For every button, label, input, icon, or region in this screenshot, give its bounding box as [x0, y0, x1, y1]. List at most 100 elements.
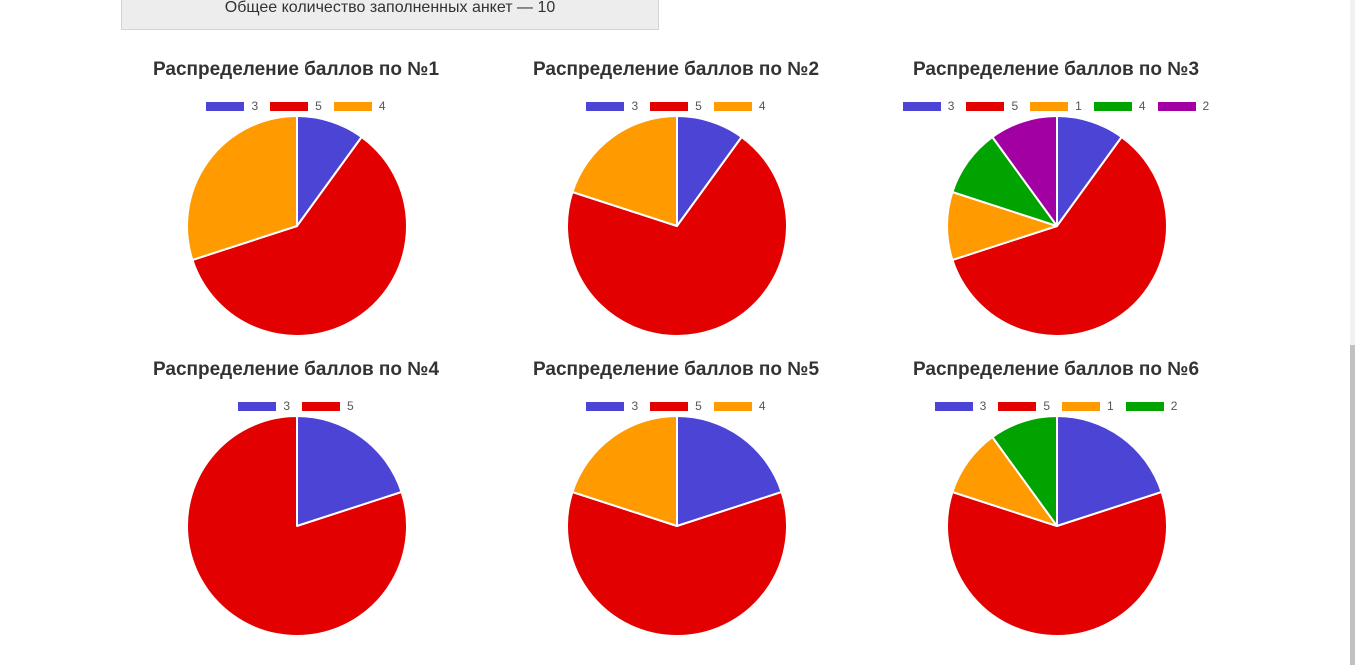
legend-label: 3 [631, 399, 639, 413]
pie-slice-5[interactable] [951, 136, 1168, 337]
pie-slice-5[interactable] [566, 136, 788, 337]
summary-text: Общее количество заполненных анкет — 10 [224, 0, 556, 16]
legend-label: 5 [1043, 399, 1050, 413]
chart-title: Распределение баллов по №3 [912, 59, 1200, 80]
legend-label: 4 [1138, 99, 1146, 113]
legend-swatch [1062, 401, 1100, 411]
legend-swatch [586, 101, 625, 111]
legend-label: 4 [758, 399, 766, 413]
legend-label: 5 [347, 399, 354, 413]
legend-swatch [966, 101, 1005, 111]
chart-legend: 3 5 1 2 [866, 399, 1246, 413]
legend-item[interactable]: 5 [998, 399, 1050, 413]
legend-item[interactable]: 3 [586, 99, 638, 113]
legend-swatch [270, 101, 309, 111]
chart-title: Распределение баллов по №1 [152, 59, 440, 80]
pie-slice-5[interactable] [186, 415, 408, 637]
pie [186, 115, 408, 337]
pie-chart-4: Распределение баллов по №4 3 5 [106, 359, 486, 659]
pie-slice-3[interactable] [676, 415, 783, 527]
pie-slice-5[interactable] [566, 491, 788, 637]
chart-legend: 3 5 4 [486, 399, 866, 413]
legend-label: 4 [758, 99, 766, 113]
legend-swatch [206, 101, 245, 111]
legend-label: 1 [1075, 99, 1082, 113]
legend-item[interactable]: 1 [1030, 99, 1082, 113]
legend-swatch [713, 101, 752, 111]
chart-legend: 3 5 4 [106, 99, 486, 113]
legend-item[interactable]: 5 [650, 99, 702, 113]
pie-slice-5[interactable] [191, 136, 408, 337]
pie-slice-2[interactable] [991, 115, 1058, 227]
legend-label: 3 [979, 399, 987, 413]
legend-item[interactable]: 4 [1093, 99, 1146, 113]
legend-item[interactable]: 3 [206, 99, 258, 113]
pie-slice-4[interactable] [571, 115, 678, 227]
legend-swatch [902, 101, 941, 111]
legend-swatch [934, 401, 973, 411]
legend-item[interactable]: 5 [270, 99, 322, 113]
legend-swatch [333, 101, 372, 111]
legend-item[interactable]: 4 [713, 99, 766, 113]
chart-legend: 3 5 1 4 2 [866, 99, 1246, 113]
legend-swatch [650, 401, 689, 411]
legend-label: 5 [695, 99, 702, 113]
legend-label: 3 [251, 99, 259, 113]
pie-slice-3[interactable] [1056, 415, 1163, 527]
legend-item[interactable]: 5 [650, 399, 702, 413]
chart-title: Распределение баллов по №5 [532, 359, 820, 380]
chart-title: Распределение баллов по №4 [152, 359, 440, 380]
legend-swatch [713, 401, 752, 411]
legend-swatch [586, 401, 625, 411]
chart-title: Распределение баллов по №2 [532, 59, 820, 80]
legend-item[interactable]: 3 [902, 99, 955, 113]
legend-label: 3 [631, 99, 639, 113]
pie-slice-4[interactable] [571, 415, 678, 527]
pie-chart-3: Распределение баллов по №3 3 5 1 4 2 [866, 59, 1246, 359]
legend-swatch [302, 401, 340, 411]
legend-item[interactable]: 2 [1157, 99, 1210, 113]
pie-chart-6: Распределение баллов по №6 3 5 1 2 [866, 359, 1246, 659]
scrollbar-thumb[interactable] [1350, 345, 1355, 665]
legend-label: 2 [1202, 99, 1210, 113]
legend-item[interactable]: 5 [302, 399, 354, 413]
legend-label: 1 [1107, 399, 1114, 413]
legend-item[interactable]: 3 [238, 399, 290, 413]
legend-item[interactable]: 4 [713, 399, 766, 413]
pie [566, 415, 788, 637]
pie-slice-2[interactable] [991, 415, 1058, 527]
legend-item[interactable]: 4 [333, 99, 386, 113]
legend-label: 2 [1170, 399, 1178, 413]
scrollbar[interactable] [1350, 0, 1355, 665]
pie-slice-4[interactable] [186, 115, 298, 261]
pie [186, 415, 408, 637]
pie-chart-2: Распределение баллов по №2 3 5 4 [486, 59, 866, 359]
legend-label: 4 [378, 99, 386, 113]
legend-swatch [238, 401, 277, 411]
pie [946, 415, 1168, 637]
chart-title: Распределение баллов по №6 [912, 359, 1200, 380]
legend-item[interactable]: 1 [1062, 399, 1114, 413]
legend-swatch [1030, 101, 1069, 111]
legend-swatch [998, 401, 1037, 411]
legend-item[interactable]: 3 [586, 399, 638, 413]
pie-slice-5[interactable] [946, 491, 1168, 637]
pie [946, 115, 1168, 337]
legend-label: 5 [1011, 99, 1019, 113]
legend-swatch [650, 101, 689, 111]
legend-label: 3 [283, 399, 290, 413]
pie-slice-3[interactable] [296, 415, 403, 527]
legend-label: 5 [695, 399, 702, 413]
pie-chart-5: Распределение баллов по №5 3 5 4 [486, 359, 866, 659]
summary-box: Общее количество заполненных анкет — 10 [121, 0, 659, 30]
pie [566, 115, 788, 337]
legend-item[interactable]: 5 [966, 99, 1018, 113]
legend-swatch [1093, 101, 1132, 111]
legend-swatch [1125, 401, 1164, 411]
legend-item[interactable]: 3 [934, 399, 987, 413]
legend-swatch [1157, 101, 1196, 111]
legend-item[interactable]: 2 [1125, 399, 1178, 413]
legend-label: 3 [947, 99, 955, 113]
